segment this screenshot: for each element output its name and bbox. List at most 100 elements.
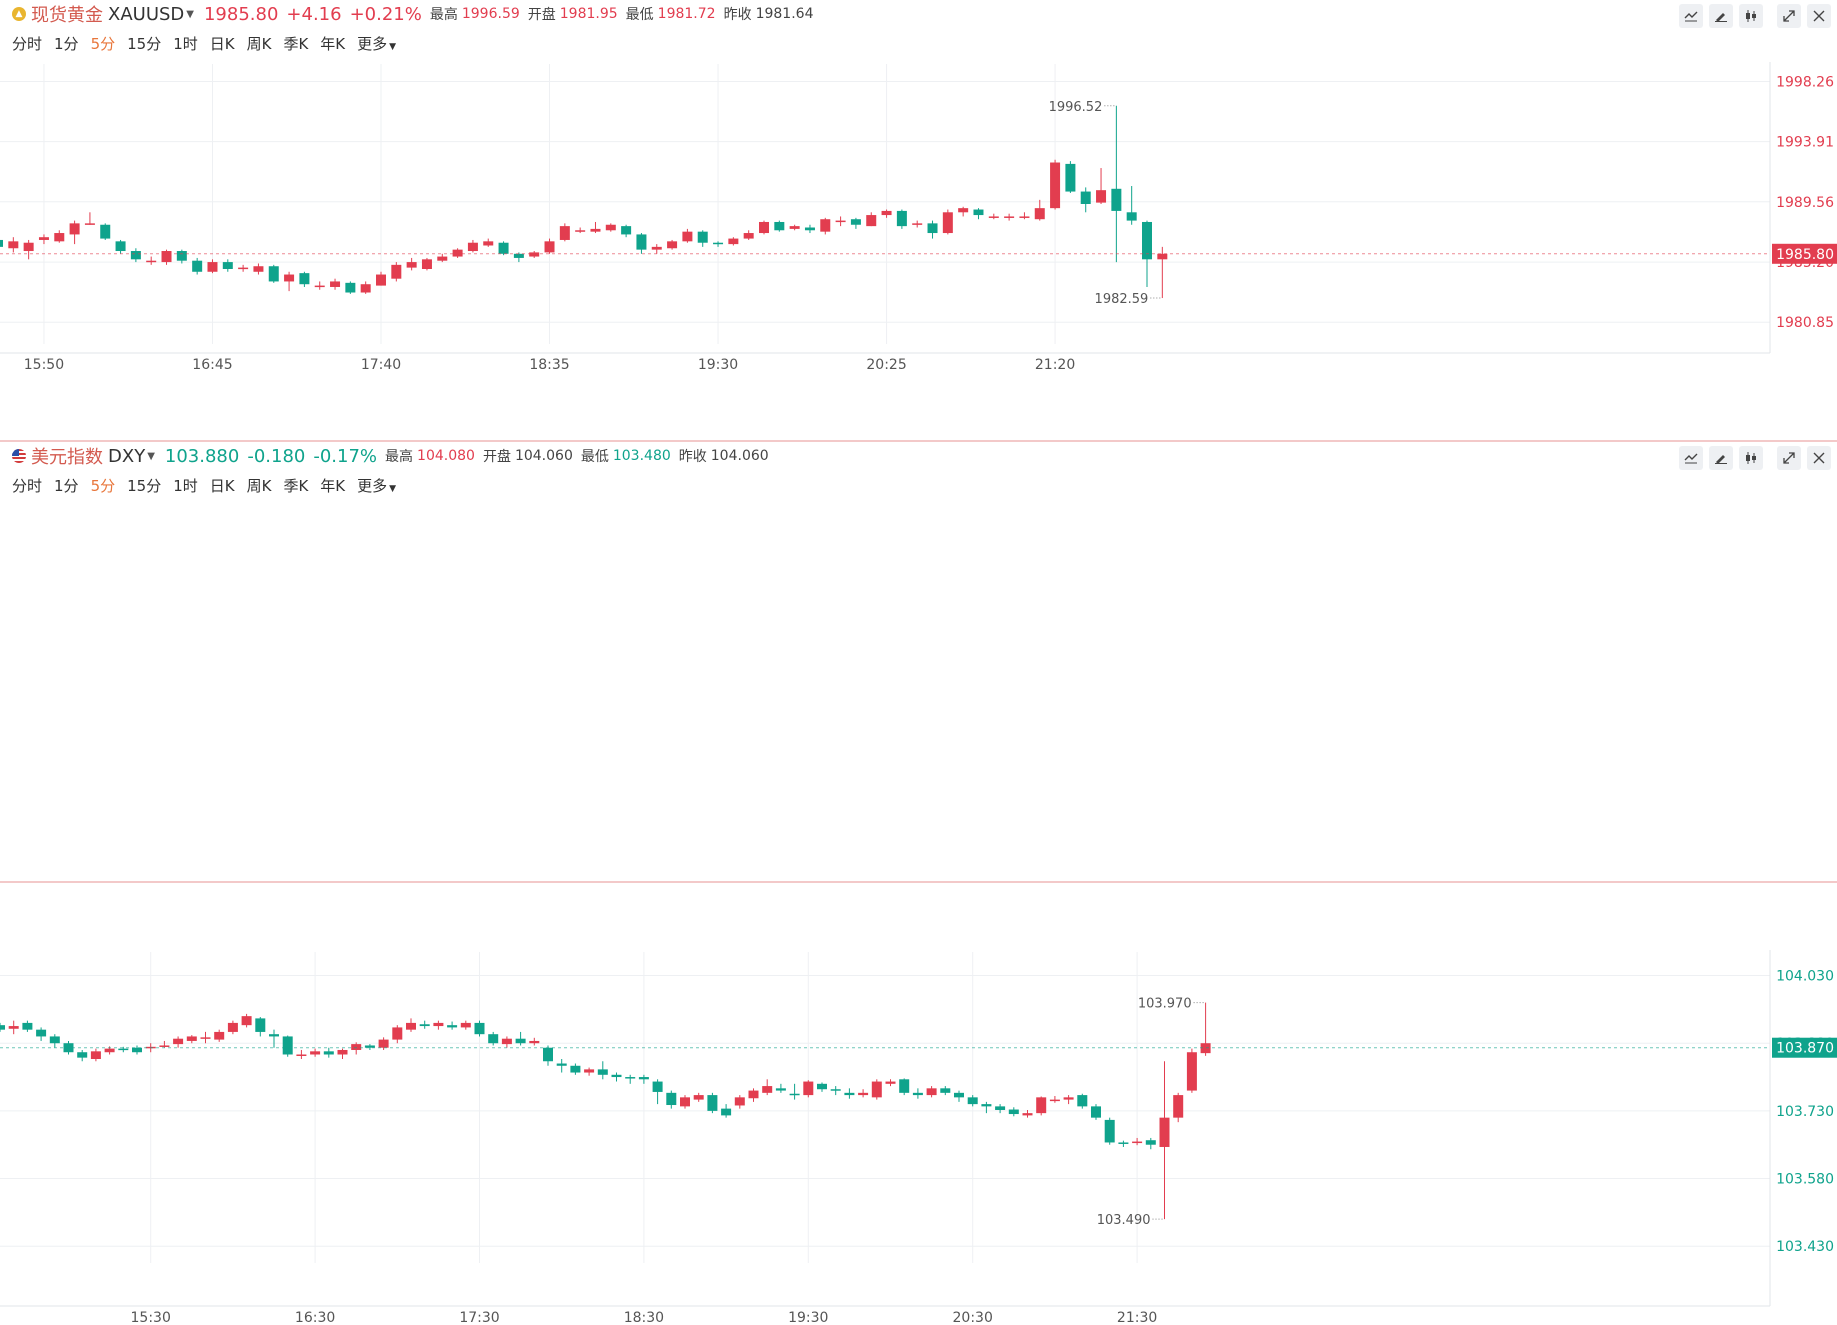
candle-body xyxy=(173,1038,184,1045)
dxy-candlestick-chart[interactable]: 104.030103.880103.730103.580103.43015:30… xyxy=(0,950,1837,1325)
candle xyxy=(1065,161,1076,193)
line-chart-icon[interactable] xyxy=(1679,4,1703,28)
tab-15min[interactable]: 15分 xyxy=(127,34,162,53)
candle xyxy=(23,239,34,260)
tab-weekly[interactable]: 周K xyxy=(246,34,272,53)
candle xyxy=(284,271,295,292)
tab-daily[interactable]: 日K xyxy=(209,34,235,53)
candle xyxy=(314,281,325,290)
gold-candlestick-chart[interactable]: 1998.261993.911989.561985.201980.8515:50… xyxy=(0,62,1837,426)
candle xyxy=(1104,1117,1115,1145)
candle-body xyxy=(314,285,325,288)
close-icon[interactable] xyxy=(1807,446,1831,470)
candle-body xyxy=(255,1018,266,1032)
candle xyxy=(474,1020,485,1037)
draw-pen-icon[interactable] xyxy=(1709,446,1733,470)
candle xyxy=(161,249,172,265)
current-price-label: 103.870 xyxy=(1776,1041,1834,1057)
candle xyxy=(1080,187,1091,213)
panel-divider xyxy=(0,440,1837,442)
candle-body xyxy=(1034,208,1045,220)
candle xyxy=(159,1040,170,1048)
instrument-name[interactable]: 现货黄金 xyxy=(31,5,103,26)
candle xyxy=(748,1088,759,1102)
candle-body xyxy=(1050,162,1061,209)
candle-body xyxy=(488,1034,499,1044)
candle xyxy=(881,209,892,218)
candle xyxy=(8,237,19,253)
close-icon[interactable] xyxy=(1807,4,1831,28)
expand-icon[interactable] xyxy=(1777,446,1801,470)
tab-daily[interactable]: 日K xyxy=(209,476,235,495)
y-tick-label: 1998.26 xyxy=(1776,74,1834,90)
tab-1min[interactable]: 1分 xyxy=(54,476,79,495)
candle-body xyxy=(1159,1117,1170,1147)
candle xyxy=(1186,1048,1197,1093)
chevron-down-icon[interactable]: ▼ xyxy=(186,8,194,20)
candle-body xyxy=(748,1090,759,1099)
candle-body xyxy=(515,1038,526,1044)
candle-body xyxy=(1142,221,1152,260)
instrument-symbol[interactable]: DXY xyxy=(108,445,146,467)
candle xyxy=(605,223,616,232)
instrument-symbol[interactable]: XAUUSD xyxy=(108,3,185,25)
candle-body xyxy=(269,1034,279,1037)
candle xyxy=(130,248,141,263)
candle-body xyxy=(130,251,141,260)
candle xyxy=(186,1035,197,1044)
candle-body xyxy=(544,241,555,253)
tab-5min[interactable]: 5分 xyxy=(90,34,116,53)
stat-prevclose-label: 昨收 xyxy=(678,449,707,465)
tab-1min[interactable]: 1分 xyxy=(54,34,79,53)
expand-icon[interactable] xyxy=(1777,4,1801,28)
candle-body xyxy=(835,220,846,223)
candle xyxy=(680,1095,690,1109)
tab-yearly[interactable]: 年K xyxy=(320,476,346,495)
candle xyxy=(896,209,907,229)
tab-timeshare[interactable]: 分时 xyxy=(12,34,43,53)
draw-pen-icon[interactable] xyxy=(1709,4,1733,28)
tab-1hour[interactable]: 1时 xyxy=(173,34,198,53)
chevron-down-icon[interactable]: ▼ xyxy=(147,450,155,462)
tab-quarterly[interactable]: 季K xyxy=(283,476,309,495)
candlestick-icon[interactable] xyxy=(1739,4,1763,28)
tab-more[interactable]: 更多 ▼ xyxy=(357,33,396,54)
tab-more[interactable]: 更多 ▼ xyxy=(357,475,396,496)
candle-body xyxy=(638,1077,649,1080)
tab-timeshare[interactable]: 分时 xyxy=(12,476,43,495)
stat-low-value: 103.480 xyxy=(612,448,671,464)
candle xyxy=(345,281,356,294)
candle xyxy=(912,1088,923,1099)
candle-body xyxy=(652,1081,663,1092)
line-chart-icon[interactable] xyxy=(1679,446,1703,470)
candle xyxy=(255,1017,266,1037)
candle-body xyxy=(360,284,371,293)
candle xyxy=(995,1104,1006,1114)
candle-body xyxy=(1019,216,1030,218)
candle-body xyxy=(207,262,218,272)
y-tick-label: 1993.91 xyxy=(1776,135,1834,151)
candle-body xyxy=(227,1022,238,1032)
tab-weekly[interactable]: 周K xyxy=(246,476,272,495)
candle xyxy=(419,1020,430,1029)
tab-15min[interactable]: 15分 xyxy=(127,476,162,495)
candle-body xyxy=(378,1039,389,1048)
dxy-panel: 美元指数 DXY ▼ 103.880 -0.180 -0.17% 最高 104.… xyxy=(0,442,1837,1325)
price-change: +4.16 xyxy=(286,3,342,25)
candlestick-icon[interactable] xyxy=(1739,446,1763,470)
gold-header: ▲ 现货黄金 XAUUSD ▼ 1985.80 +4.16 +0.21% 最高 … xyxy=(0,0,1837,28)
tab-yearly[interactable]: 年K xyxy=(320,34,346,53)
candle-body xyxy=(406,262,417,268)
stat-prevclose-value: 1981.64 xyxy=(755,6,814,22)
tab-more-label: 更多 xyxy=(357,34,388,53)
instrument-name[interactable]: 美元指数 xyxy=(31,447,103,468)
candle xyxy=(330,278,341,290)
tab-quarterly[interactable]: 季K xyxy=(283,34,309,53)
candle-body xyxy=(570,1065,581,1073)
tab-5min[interactable]: 5分 xyxy=(90,476,116,495)
tab-1hour[interactable]: 1时 xyxy=(173,476,198,495)
candle xyxy=(1063,1095,1074,1105)
dxy-toolbar xyxy=(1673,446,1831,470)
candle xyxy=(707,1092,718,1114)
gold-panel: ▲ 现货黄金 XAUUSD ▼ 1985.80 +4.16 +0.21% 最高 … xyxy=(0,0,1837,440)
